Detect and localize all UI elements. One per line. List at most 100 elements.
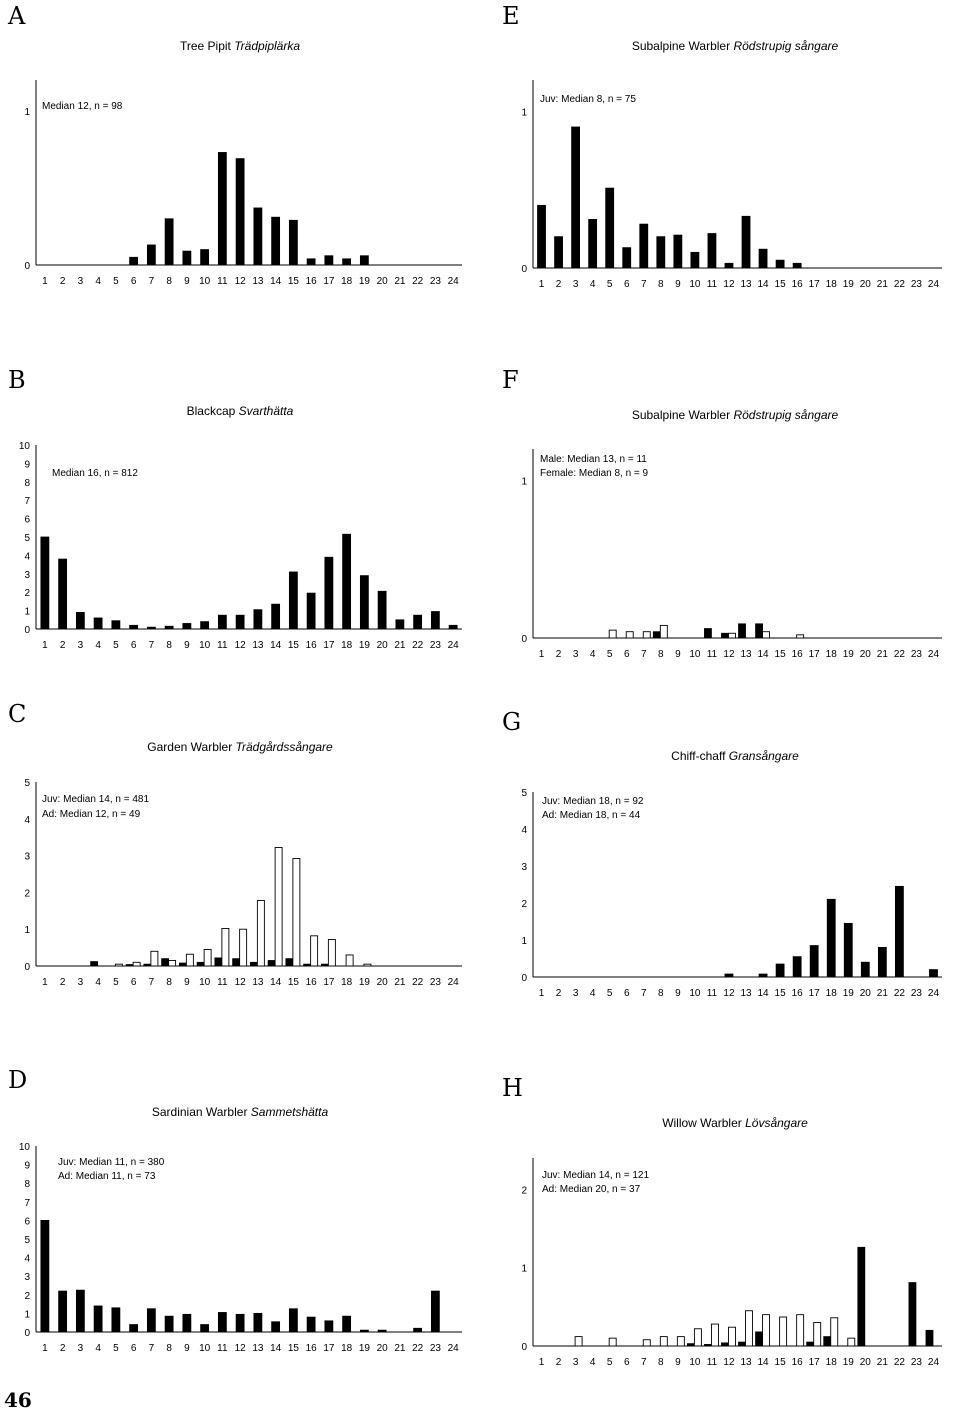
- bar-female-6: [625, 631, 634, 639]
- bar-male-8: [652, 631, 661, 639]
- y-tick-label: 5: [24, 778, 30, 789]
- x-tick-label: 12: [723, 279, 735, 290]
- x-tick-label: 17: [809, 279, 821, 290]
- bar-female-16: [796, 634, 805, 639]
- annotation: Juv: Median 8, n = 75: [540, 94, 636, 105]
- y-tick-label: 9: [24, 459, 30, 470]
- bar-juv-9: [185, 953, 194, 967]
- y-tick-label: 3: [24, 852, 30, 863]
- bar-juv-19: [843, 922, 853, 978]
- x-tick-label: 14: [270, 276, 282, 287]
- bar-juv-5: [605, 187, 615, 269]
- x-tick-label: 4: [590, 279, 596, 290]
- y-tick-label: 0: [521, 634, 527, 645]
- x-tick-label: 6: [131, 977, 137, 988]
- x-tick-label: 3: [78, 640, 84, 651]
- chart-title: Garden Warbler Trädgårdssångare: [147, 740, 333, 754]
- x-tick-label: 23: [430, 1343, 442, 1354]
- x-tick-label: 1: [539, 649, 545, 660]
- y-tick-label: 4: [24, 815, 30, 826]
- bar-juv-15: [292, 858, 301, 967]
- annotation: Male: Median 13, n = 11: [540, 454, 647, 465]
- x-tick-label: 3: [78, 977, 84, 988]
- x-tick-label: 9: [184, 1343, 190, 1354]
- chart-title-swedish: Svarthätta: [239, 404, 294, 418]
- bar-juv-11: [710, 1323, 719, 1347]
- x-tick-label: 10: [689, 988, 701, 999]
- x-tick-label: 18: [341, 1343, 353, 1354]
- x-tick-label: 24: [448, 977, 460, 988]
- bar-ad-14: [267, 960, 276, 967]
- x-tick-label: 5: [113, 276, 119, 287]
- bar-juv-7: [150, 950, 159, 967]
- x-tick-label: 20: [860, 649, 872, 660]
- bar-ad-14: [755, 1331, 763, 1347]
- x-tick-label: 9: [184, 276, 190, 287]
- x-tick-label: 11: [217, 1343, 228, 1354]
- bar-ad-10: [686, 1343, 695, 1347]
- y-tick-label: 6: [24, 1216, 30, 1227]
- bar-juv-9: [676, 1336, 685, 1347]
- x-tick-label: 12: [235, 1343, 247, 1354]
- x-tick-label: 21: [877, 279, 889, 290]
- bar-juv-7: [642, 1339, 651, 1347]
- x-tick-label: 4: [95, 640, 101, 651]
- x-tick-label: 11: [707, 279, 718, 290]
- x-tick-label: 10: [689, 279, 701, 290]
- y-tick-label: 1: [521, 107, 527, 118]
- x-tick-label: 12: [235, 977, 247, 988]
- x-tick-label: 21: [394, 276, 406, 287]
- bar-juv-11: [221, 928, 230, 967]
- bar-juv-17: [813, 1322, 822, 1347]
- x-tick-label: 21: [877, 649, 889, 660]
- y-tick-label: 0: [24, 261, 30, 272]
- chart-title: Tree Pipit Trädpiplärka: [180, 39, 300, 53]
- x-tick-label: 8: [658, 649, 664, 660]
- bar-all-19: [359, 575, 369, 630]
- x-tick-label: 22: [894, 279, 906, 290]
- y-tick-label: 1: [24, 925, 30, 936]
- x-tick-label: 17: [323, 640, 335, 651]
- bar-all-13: [253, 207, 263, 266]
- bar-juv-10: [690, 251, 700, 269]
- x-tick-label: 9: [184, 640, 190, 651]
- x-tick-label: 5: [607, 649, 613, 660]
- x-tick-label: 8: [658, 279, 664, 290]
- x-tick-label: 7: [149, 640, 155, 651]
- x-tick-label: 24: [448, 640, 460, 651]
- x-tick-label: 24: [448, 276, 460, 287]
- x-tick-label: 14: [758, 1357, 770, 1368]
- x-tick-label: 7: [641, 988, 647, 999]
- bar-male-12: [721, 632, 729, 639]
- bar-juv-18: [345, 954, 354, 967]
- x-tick-label: 17: [809, 649, 821, 660]
- x-tick-label: 1: [539, 988, 545, 999]
- annotation: Juv: Median 18, n = 92: [542, 796, 644, 807]
- bar-juv-12: [728, 1326, 736, 1347]
- y-tick-label: 5: [24, 533, 30, 544]
- x-tick-label: 22: [412, 977, 424, 988]
- x-tick-label: 2: [60, 640, 66, 651]
- bar-ad-13: [249, 961, 258, 967]
- x-tick-label: 15: [288, 276, 300, 287]
- x-tick-label: 7: [149, 276, 155, 287]
- x-tick-label: 11: [217, 640, 228, 651]
- x-tick-label: 17: [809, 988, 821, 999]
- bar-ad-17: [320, 963, 329, 967]
- bar-all-20: [377, 590, 387, 630]
- bar-juv-16: [792, 262, 802, 269]
- x-tick-label: 10: [199, 977, 211, 988]
- x-tick-label: 13: [252, 640, 264, 651]
- x-tick-label: 11: [707, 1357, 718, 1368]
- annotation: Juv: Median 14, n = 481: [42, 794, 149, 805]
- panel-H: H Willow Warbler Lövsångare 0 1 2 1 2 3 4 5 6 7 8 9 10…: [480, 1066, 960, 1406]
- y-tick-label: 1: [24, 607, 30, 618]
- x-tick-label: 18: [826, 649, 838, 660]
- bar-juv-21: [877, 946, 887, 978]
- bar-ad-13: [738, 1341, 746, 1347]
- x-tick-label: 10: [199, 276, 211, 287]
- bar-ad-11: [704, 1344, 712, 1347]
- chart-title-species: Subalpine Warbler: [632, 408, 734, 422]
- bar-juv-14: [271, 1321, 281, 1333]
